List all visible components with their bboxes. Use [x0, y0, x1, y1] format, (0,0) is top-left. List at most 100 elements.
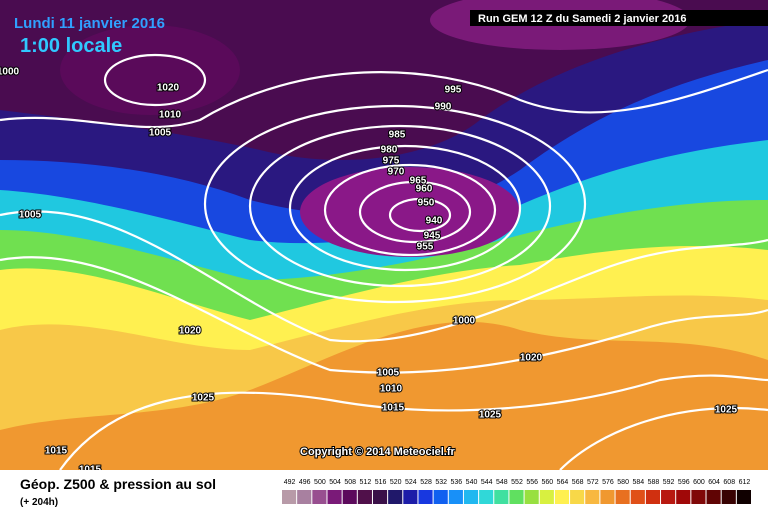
scale-label: 580 — [617, 479, 629, 486]
scale-label: 536 — [451, 479, 463, 486]
isobar-label: 1020 — [179, 326, 202, 337]
scale-label: 584 — [632, 479, 644, 486]
scale-label: 592 — [663, 479, 675, 486]
scale-label: 600 — [693, 479, 705, 486]
isobar-label: 1015 — [45, 446, 68, 457]
scale-label: 548 — [496, 479, 508, 486]
scale-swatch — [630, 490, 645, 504]
isobar-label: 940 — [426, 216, 443, 227]
isobars — [0, 53, 768, 471]
isobar-label: 1025 — [479, 410, 502, 421]
isobar-label: 990 — [435, 102, 452, 113]
scale-label: 612 — [739, 479, 751, 486]
scale-label: 560 — [541, 479, 553, 486]
scale-label: 512 — [360, 479, 372, 486]
forecast-date: Lundi 11 janvier 2016 — [14, 15, 165, 32]
scale-label: 492 — [284, 479, 296, 486]
isobar-label: 1020 — [520, 353, 543, 364]
isobar-label: 1010 — [159, 110, 182, 121]
scale-label: 588 — [648, 479, 660, 486]
scale-swatch — [372, 490, 388, 504]
scale-label: 524 — [405, 479, 417, 486]
footer-lead: (+ 204h) — [20, 497, 58, 508]
scale-label: 528 — [420, 479, 432, 486]
scale-swatch — [524, 490, 539, 504]
isobar-label: 980 — [381, 145, 398, 156]
scale-label: 516 — [375, 479, 387, 486]
isobar-label: 995 — [445, 85, 462, 96]
isobar-label: 960 — [416, 184, 433, 195]
run-info: Run GEM 12 Z du Samedi 2 janvier 2016 — [478, 13, 686, 25]
scale-label: 532 — [435, 479, 447, 486]
scale-label: 544 — [481, 479, 493, 486]
forecast-time: 1:00 locale — [20, 35, 122, 57]
scale-swatch — [357, 490, 372, 504]
isobar-label: 970 — [388, 167, 405, 178]
scale-label: 576 — [602, 479, 614, 486]
scale-swatch — [539, 490, 554, 504]
scale-swatch — [570, 490, 585, 504]
isobar-label: 985 — [389, 130, 406, 141]
isobar-label: 975 — [383, 156, 400, 167]
footer-title: Géop. Z500 & pression au sol — [20, 476, 216, 492]
isobar-label: 1015 — [382, 403, 405, 414]
scale-label: 504 — [329, 479, 341, 486]
isobar-label: 945 — [424, 231, 441, 242]
scale-swatch — [706, 490, 721, 504]
scale-label: 520 — [390, 479, 402, 486]
scale-label: 572 — [587, 479, 599, 486]
scale-swatch — [736, 490, 751, 504]
scale-swatch — [494, 490, 509, 504]
scale-swatch — [418, 490, 433, 504]
scale-swatch — [585, 490, 600, 504]
scale-swatch — [721, 490, 736, 504]
isobar-label: 1005 — [149, 128, 172, 139]
scale-label: 556 — [526, 479, 538, 486]
scale-swatch — [645, 490, 661, 504]
field — [0, 0, 768, 470]
run-banner — [470, 10, 768, 26]
isobar-label: 1020 — [157, 83, 180, 94]
scale-label: 500 — [314, 479, 326, 486]
scale-swatch — [403, 490, 418, 504]
scale-swatch — [509, 490, 524, 504]
isobar-label: 965 — [410, 176, 427, 187]
scale-swatch — [327, 490, 342, 504]
isobar-label: 1000 — [0, 67, 20, 78]
scale-swatch — [661, 490, 676, 504]
scale-swatch — [479, 490, 494, 504]
scale-label: 568 — [572, 479, 584, 486]
isobar-label: 955 — [417, 242, 434, 253]
scale-swatch — [448, 490, 463, 504]
copyright: Copyright © 2014 Meteociel.fr — [300, 446, 456, 458]
scale-swatch — [554, 490, 570, 504]
scale-swatch — [297, 490, 312, 504]
scale-swatch — [388, 490, 403, 504]
isobar-label: 1025 — [192, 393, 215, 404]
scale-swatch — [312, 490, 327, 504]
scale-label: 508 — [344, 479, 356, 486]
scale-swatch — [691, 490, 706, 504]
scale-swatch — [463, 490, 479, 504]
scale-label: 608 — [723, 479, 735, 486]
scale-label: 552 — [511, 479, 523, 486]
isobar-label: 950 — [418, 198, 435, 209]
scale-swatch — [433, 490, 448, 504]
scale-label: 596 — [678, 479, 690, 486]
scale-swatch — [615, 490, 630, 504]
isobar-label: 1010 — [380, 384, 403, 395]
scale-swatch — [282, 490, 297, 504]
scale-label: 496 — [299, 479, 311, 486]
isobar-label: 1005 — [377, 368, 400, 379]
scale-label: 540 — [466, 479, 478, 486]
scale-swatch — [342, 490, 357, 504]
color-scale: 492 496 500 504 508 512 516 520 524 528 532 536 540 5… — [282, 479, 751, 504]
isobar-label: 1005 — [19, 210, 42, 221]
scale-label: 604 — [708, 479, 720, 486]
scale-swatch — [600, 490, 615, 504]
isobar-label: 1025 — [715, 405, 738, 416]
scale-swatch — [676, 490, 691, 504]
scale-label: 564 — [557, 479, 569, 486]
